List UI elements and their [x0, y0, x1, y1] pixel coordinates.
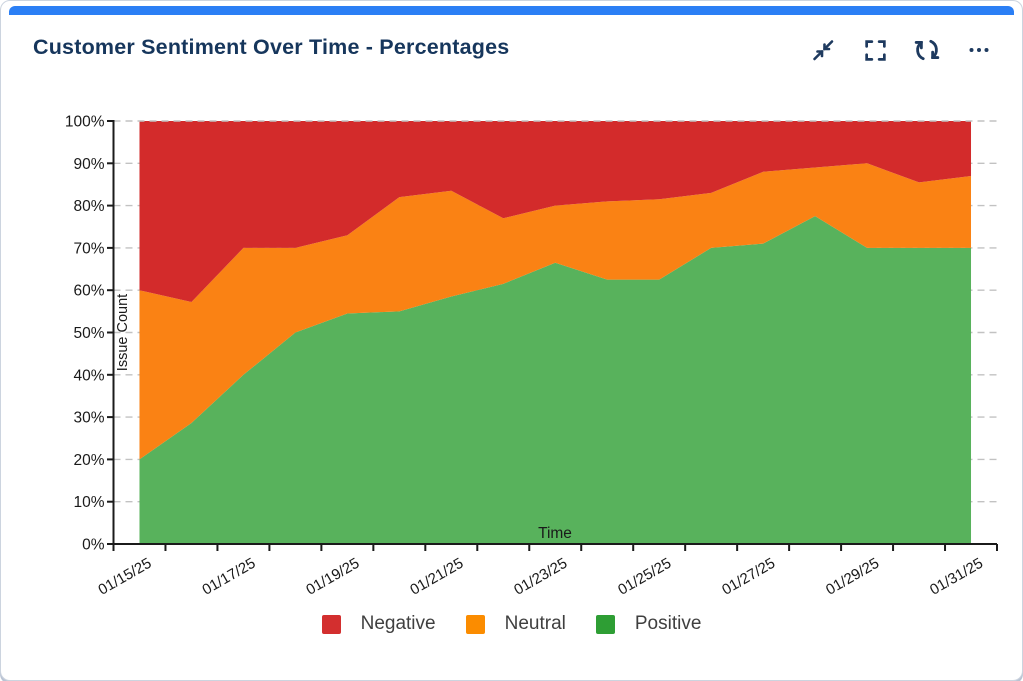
collapse-icon — [813, 40, 834, 61]
y-tick-label: 50% — [73, 325, 104, 342]
ellipsis-icon — [969, 48, 989, 52]
area-positive — [139, 216, 972, 545]
x-tick-label: 01/31/25 — [927, 555, 986, 599]
card-toolbar — [810, 37, 992, 63]
legend-item-negative[interactable]: Negative — [321, 613, 436, 635]
x-tick-label: 01/23/25 — [511, 555, 570, 599]
x-tick-label: 01/25/25 — [615, 555, 674, 599]
y-axis-title: Issue Count — [115, 294, 131, 371]
legend-label: Neutral — [504, 613, 566, 634]
y-tick-label: 10% — [73, 494, 104, 511]
y-tick-label: 30% — [73, 410, 104, 427]
card-accent-bar — [9, 6, 1014, 15]
x-tick-label: 01/27/25 — [719, 555, 778, 599]
y-tick-label: 0% — [82, 537, 105, 554]
y-tick-label: 100% — [65, 114, 105, 131]
x-tick-label: 01/15/25 — [95, 555, 154, 599]
refresh-button[interactable] — [914, 37, 940, 63]
y-tick-label: 40% — [73, 367, 104, 384]
area-neutral — [139, 163, 972, 460]
neutral-swatch — [465, 614, 485, 634]
x-tick-label: 01/17/25 — [199, 555, 258, 599]
y-tick-label: 80% — [73, 198, 104, 215]
positive-swatch — [595, 614, 615, 634]
legend-item-positive[interactable]: Positive — [595, 613, 702, 635]
page-title: Customer Sentiment Over Time - Percentag… — [33, 34, 510, 59]
fullscreen-button[interactable] — [862, 37, 888, 63]
legend-label: Positive — [634, 613, 702, 634]
y-tick-label: 70% — [73, 240, 104, 257]
y-tick-label: 60% — [73, 283, 104, 300]
sentiment-stacked-area-chart: 0% 10% 20% 30% 40% 50% 60% 70% 80% 90% 100% 01/15/2… — [65, 114, 998, 599]
fullscreen-icon — [864, 39, 886, 61]
area-negative — [139, 121, 972, 303]
y-tick-label: 20% — [73, 452, 104, 469]
collapse-button[interactable] — [810, 37, 836, 63]
card-header: Customer Sentiment Over Time - Percentag… — [33, 31, 992, 63]
x-tick-label: 01/21/25 — [407, 555, 466, 599]
x-axis-title: Time — [538, 525, 572, 542]
x-tick-label: 01/29/25 — [823, 555, 882, 599]
legend-label: Negative — [360, 613, 436, 634]
negative-swatch — [321, 614, 341, 634]
refresh-icon — [914, 39, 940, 61]
y-tick-label: 90% — [73, 156, 104, 173]
legend-item-neutral[interactable]: Neutral — [465, 613, 566, 635]
x-tick-label: 01/19/25 — [303, 555, 362, 599]
chart-legend: Negative Neutral Positive — [1, 613, 1022, 635]
more-options-button[interactable] — [966, 37, 992, 63]
